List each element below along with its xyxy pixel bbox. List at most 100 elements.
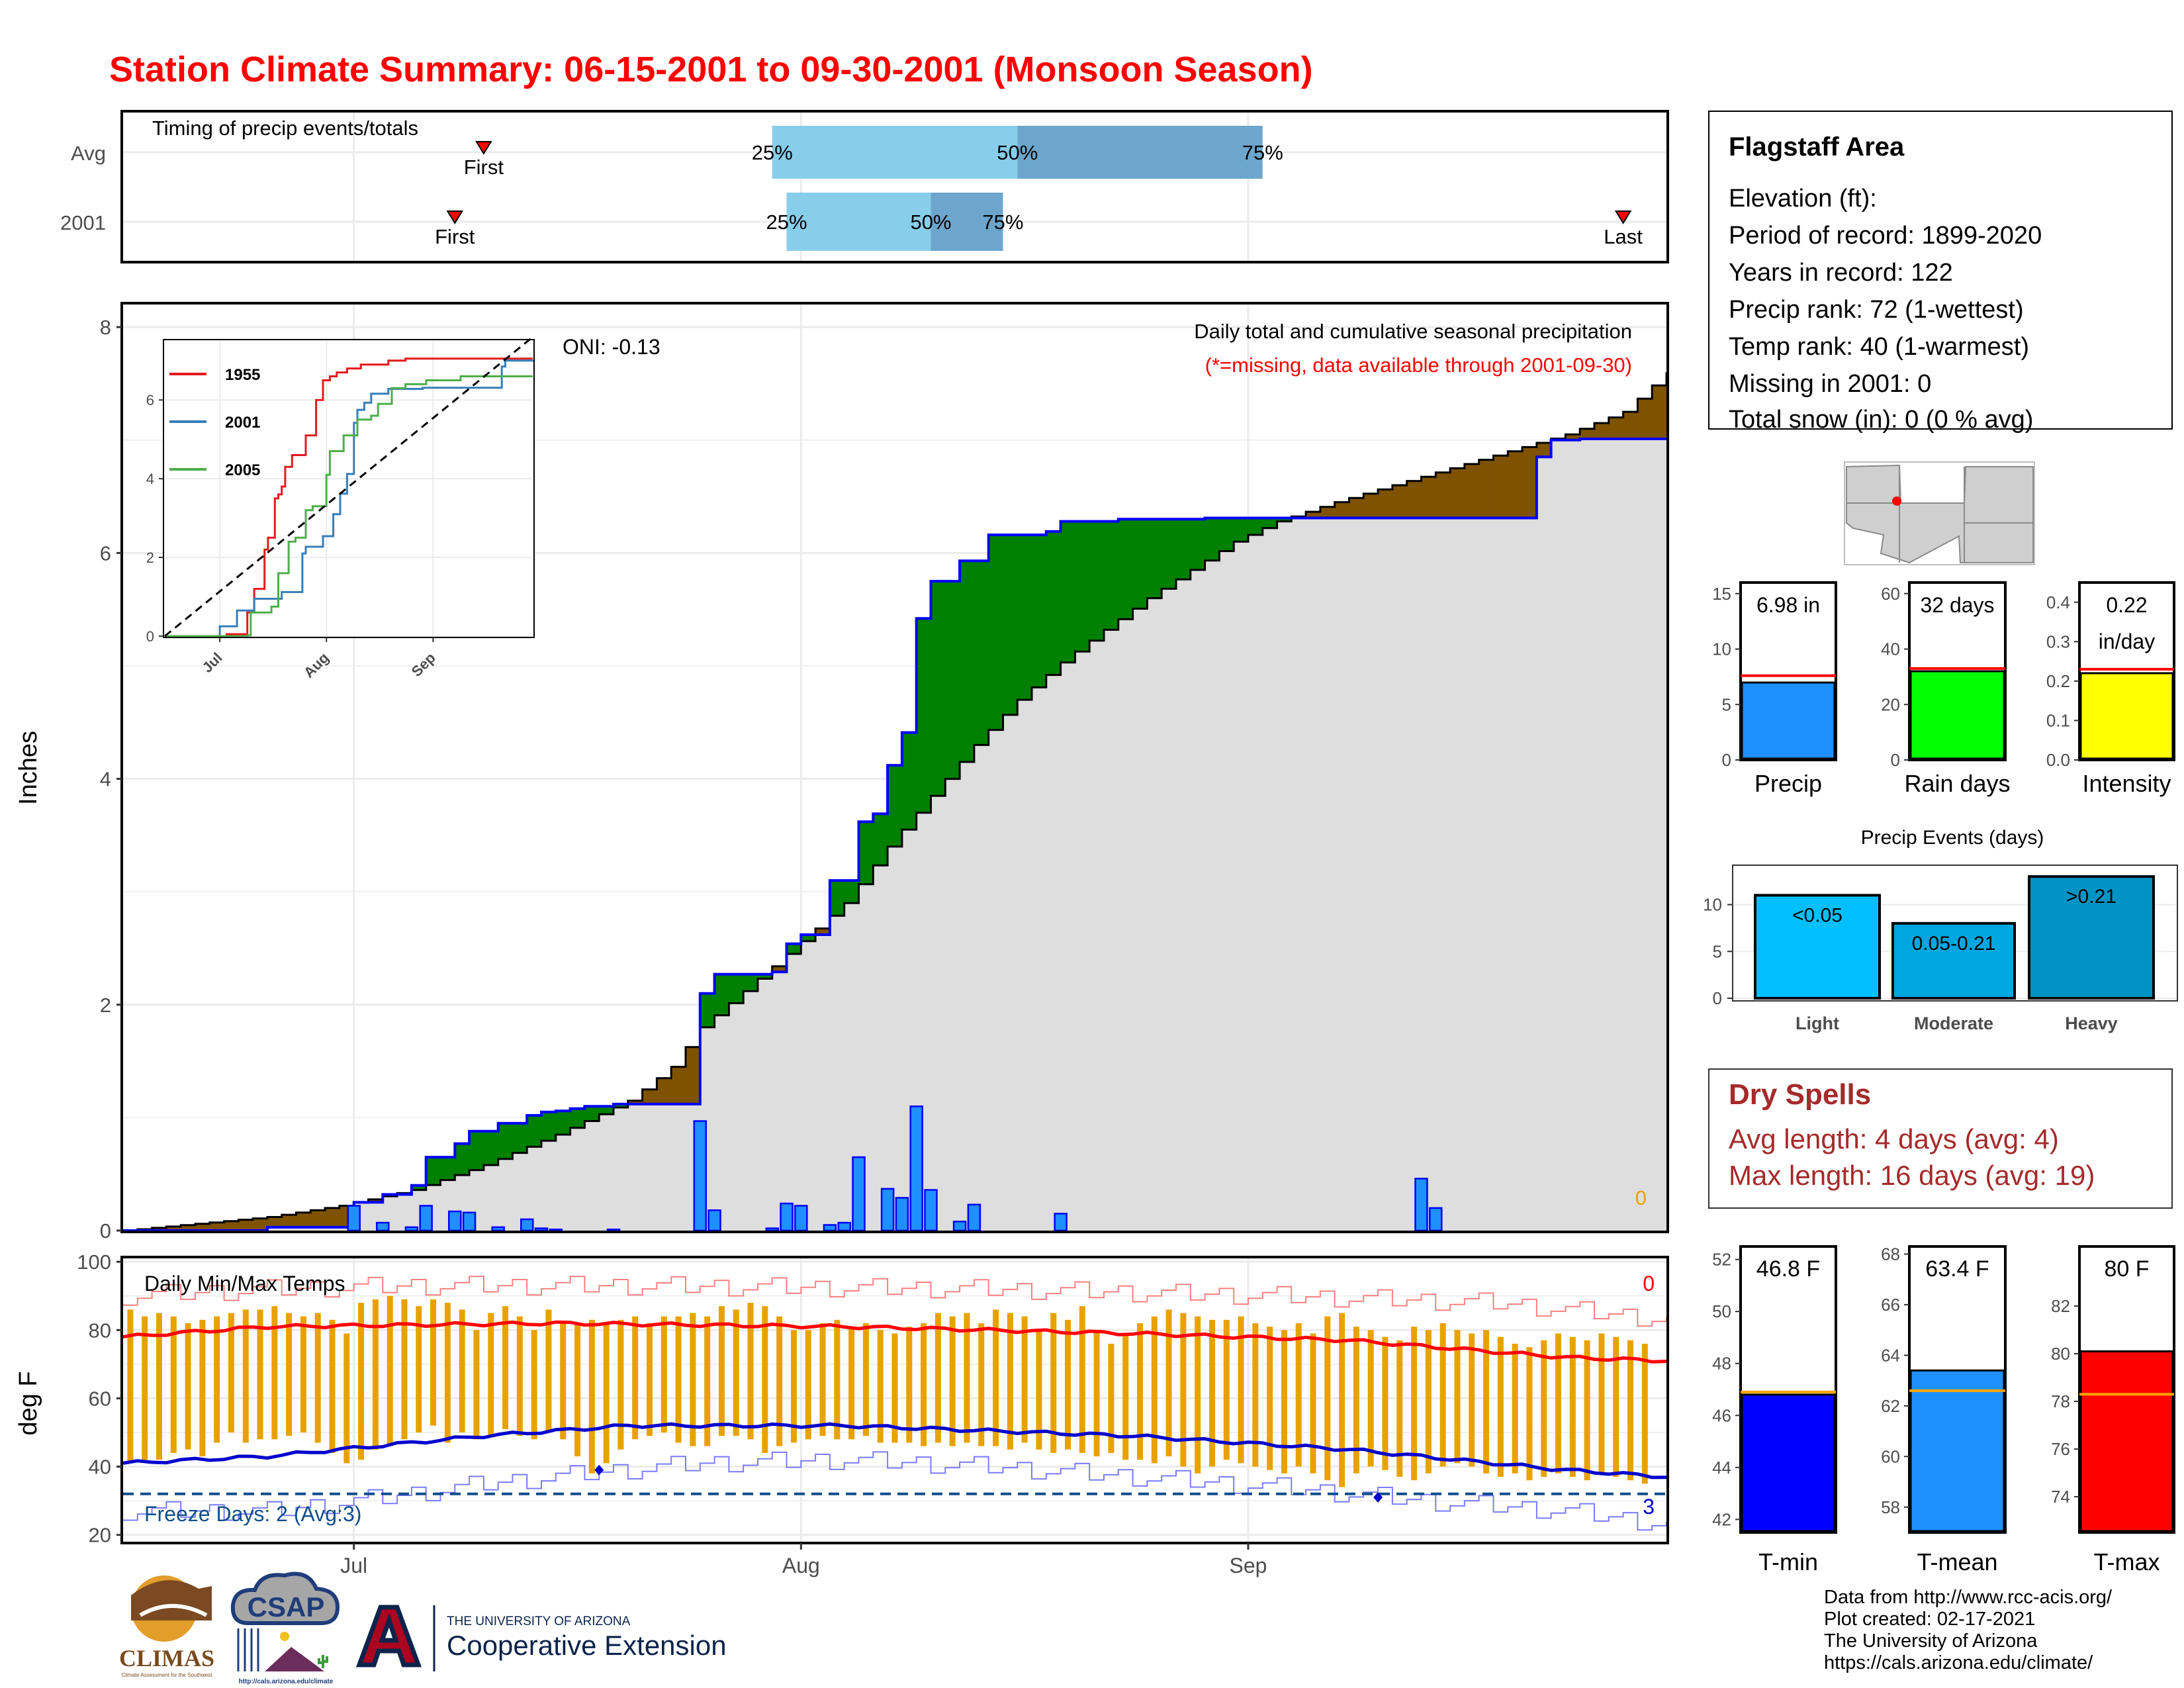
daily-temp-range-bar [1454, 1330, 1461, 1464]
summary-value-label: 6.98 in [1756, 593, 1820, 617]
daily-precip-bar [967, 1203, 981, 1232]
daily-precip-bar [823, 1224, 837, 1232]
cumulative-base-fill [786, 954, 801, 1231]
above-average-fill [1248, 518, 1263, 536]
daily-temp-range-bar [646, 1323, 653, 1436]
cumulative-base-fill [657, 1103, 672, 1231]
station-elevation: Elevation (ft): [1729, 185, 1877, 212]
summary-y-tick-label: 82 [2051, 1296, 2070, 1316]
below-average-fill [1464, 463, 1480, 518]
daily-temp-range-bar [1108, 1343, 1115, 1453]
daily-precip-bar [549, 1229, 563, 1232]
cumulative-base-fill [1147, 598, 1162, 1231]
summary-y-tick-label: 42 [1712, 1509, 1731, 1529]
precip-y-tick-label: 8 [100, 316, 111, 339]
summary-y-tick-label: 64 [1881, 1345, 1900, 1365]
summary-value-label: 63.4 F [1925, 1256, 1989, 1282]
record-low-marker [594, 1464, 604, 1476]
temp-y-axis: 20 40 60 80 100 [77, 1250, 122, 1547]
cumulative-base-fill [1623, 439, 1638, 1231]
daily-temp-range-bar [1151, 1316, 1158, 1464]
summary-y-tick-label: 50 [1712, 1301, 1731, 1321]
daily-temp-range-bar [1469, 1333, 1475, 1467]
below-average-fill [368, 1199, 383, 1203]
below-average-fill [253, 1218, 268, 1231]
above-average-fill [570, 1108, 585, 1128]
below-average-fill [281, 1215, 297, 1227]
timing-bar-q25-q50 [786, 193, 931, 251]
below-average-fill [1392, 485, 1408, 518]
cumulative-base-fill [873, 865, 888, 1231]
summary-value-bar [1909, 1369, 2005, 1532]
daily-temp-range-bar [1295, 1323, 1302, 1467]
cumulative-base-fill [1075, 651, 1090, 1231]
cumulative-base-fill [527, 1147, 542, 1231]
daily-temp-range-bar [1439, 1323, 1446, 1467]
daily-temp-range-bar [704, 1316, 711, 1446]
above-average-fill [1104, 521, 1119, 630]
summary-y-tick-label: 0.0 [2046, 750, 2070, 770]
above-average-fill [931, 581, 946, 796]
daily-temp-range-bar [1310, 1333, 1316, 1474]
below-average-fill [1652, 385, 1667, 440]
events-y-tick-label: 5 [1713, 941, 1722, 961]
cumulative-base-fill [1608, 439, 1624, 1231]
daily-temp-range-bar [1324, 1316, 1331, 1481]
events-bar-value-label: 0.05-0.21 [1912, 933, 1996, 955]
events-y-tick-label: 10 [1703, 895, 1722, 915]
daily-temp-range-bar [1065, 1319, 1071, 1450]
daily-temp-range-bar [718, 1306, 725, 1436]
cumulative-base-fill [1118, 619, 1134, 1231]
inset-background [163, 340, 534, 637]
cumulative-base-fill [584, 1121, 600, 1231]
summary-y-tick-label: 66 [1881, 1295, 1900, 1315]
daily-temp-range-bar [617, 1319, 624, 1450]
below-average-fill [1406, 481, 1422, 518]
precip-daily-bars [347, 1105, 1443, 1232]
dry-spells-max: Max length: 16 days (avg: 19) [1729, 1160, 2095, 1191]
daily-temp-range-bar [747, 1303, 754, 1440]
daily-temp-range-bar [978, 1323, 985, 1446]
cumulative-base-fill [714, 1015, 729, 1231]
cumulative-base-fill [1464, 518, 1480, 1231]
tmax-average-line [122, 1320, 1667, 1364]
daily-temp-range-bar [1238, 1316, 1244, 1464]
daily-temp-range-bar [228, 1313, 234, 1432]
state-borders [1846, 467, 2033, 563]
daily-temp-range-bar [1382, 1336, 1388, 1470]
precip-y-tick-label: 6 [100, 541, 111, 565]
cumulative-base-fill [1161, 588, 1177, 1231]
above-average-fill [483, 1131, 499, 1166]
daily-temp-range-bar [588, 1319, 595, 1474]
daily-precip-bar [765, 1227, 779, 1232]
missing-count-label: 0 [1635, 1186, 1647, 1209]
events-bar [1754, 894, 1881, 1000]
inset-lines [164, 336, 534, 637]
station-snow: Total snow (in): 0 (0 % avg) [1729, 406, 2033, 434]
daily-temp-range-bar [271, 1306, 278, 1440]
station-years: Years in record: 122 [1729, 259, 1953, 287]
timing-bar-q50-q75 [1017, 126, 1263, 179]
cumulative-base-fill [729, 1003, 744, 1231]
daily-temp-range-bar [762, 1306, 768, 1453]
ua-logo-small-text: THE UNIVERSITY OF ARIZONA [447, 1615, 631, 1628]
above-average-fill [411, 1185, 427, 1190]
summary-value-bar [1909, 670, 2005, 760]
inset-series-2001 [165, 359, 534, 637]
events-category-label: Heavy [2065, 1013, 2118, 1033]
temp-chart-title: Daily Min/Max Temps [144, 1272, 345, 1295]
daily-temp-range-bar [819, 1323, 826, 1436]
above-average-fill [555, 1111, 571, 1135]
cumulative-base-fill [974, 745, 989, 1231]
daily-precip-bar [693, 1120, 707, 1232]
summary-y-tick-label: 48 [1712, 1354, 1731, 1374]
daily-temp-range-bar [156, 1313, 162, 1460]
daily-temp-range-bar [1367, 1330, 1374, 1467]
daily-precip-bar [780, 1202, 794, 1232]
cumulative-base-fill [1493, 518, 1508, 1231]
daily-temp-range-bar [862, 1323, 869, 1436]
daily-temp-range-bar [848, 1327, 855, 1440]
inset-legend-label: 1955 [225, 366, 260, 384]
daily-temp-range-bar [1007, 1313, 1013, 1450]
x-tick-label: Jul [340, 1554, 367, 1577]
